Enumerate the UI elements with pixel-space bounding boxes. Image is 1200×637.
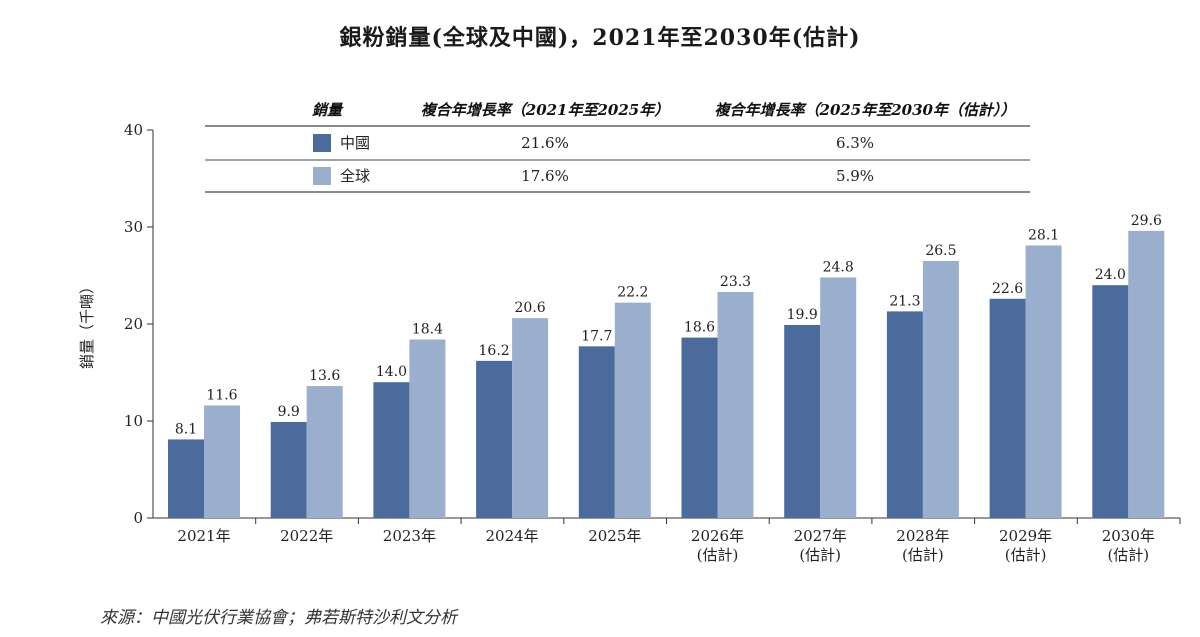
legend-label: 中國 — [340, 134, 370, 152]
y-axis-label: 銷量（千噸） — [78, 279, 96, 369]
x-tick-label: 2025年 — [588, 527, 641, 545]
bar-value-label: 20.6 — [515, 300, 546, 316]
legend-swatch-global — [313, 167, 331, 185]
source-note: 來源：中國光伏行業協會；弗若斯特沙利文分析 — [100, 608, 457, 628]
legend-label: 全球 — [340, 167, 370, 185]
bar-global — [306, 386, 343, 518]
bar-global — [409, 339, 446, 518]
bar-value-label: 13.6 — [309, 368, 340, 384]
bar-global — [922, 260, 959, 518]
cagr-2021-2025: 17.6% — [521, 167, 569, 185]
bar-value-label: 22.2 — [617, 285, 648, 301]
bar-chart: 0 10 20 30 40 銷量（千噸） 8.1 11.6 2021年 9.9 13.6 2022年 1… — [78, 101, 1181, 564]
x-tick-label: (估計) — [1107, 546, 1149, 564]
x-tick-label: 2021年 — [177, 527, 230, 545]
bar-china — [989, 298, 1026, 518]
bar-global — [1025, 245, 1062, 518]
bar-value-label: 24.0 — [1095, 267, 1126, 283]
bar-value-label: 28.1 — [1028, 227, 1059, 243]
bar-value-label: 18.4 — [412, 322, 443, 338]
bar-global — [717, 291, 754, 518]
bar-china — [578, 346, 615, 518]
bar-value-label: 26.5 — [925, 243, 956, 259]
bar-global — [204, 405, 240, 518]
bar-value-label: 18.6 — [684, 320, 715, 336]
bar-value-label: 22.6 — [992, 281, 1023, 297]
x-tick-label: 2022年 — [280, 527, 333, 545]
bar-value-label: 11.6 — [206, 387, 237, 403]
cagr-2025-2030: 5.9% — [836, 167, 874, 185]
bar-china — [373, 382, 410, 518]
bar-value-label: 17.7 — [581, 328, 612, 344]
bar-value-label: 19.9 — [787, 307, 818, 323]
x-tick-label: 2023年 — [383, 527, 436, 545]
y-tick-label: 10 — [124, 412, 143, 430]
x-tick-label: 2028年 — [896, 527, 949, 545]
bar-global — [1128, 230, 1165, 518]
bar-value-label: 21.3 — [889, 293, 920, 309]
bar-value-label: 9.9 — [278, 404, 300, 420]
x-tick-label: 2027年 — [794, 527, 847, 545]
bar-value-label: 16.2 — [479, 343, 510, 359]
legend-swatch-china — [313, 134, 331, 152]
bar-global — [614, 302, 651, 518]
table-header-cagr-2025-2030: 複合年增長率（2025年至2030年（估計）） — [715, 101, 1016, 119]
x-tick-label: 2029年 — [999, 527, 1052, 545]
x-tick-label: 2030年 — [1102, 527, 1155, 545]
bar-china — [681, 337, 718, 518]
x-tick-label: (估計) — [799, 546, 841, 564]
bar-value-label: 23.3 — [720, 274, 751, 290]
y-tick-label: 20 — [124, 315, 143, 333]
x-tick-label: 2024年 — [486, 527, 539, 545]
bar-china — [784, 324, 821, 518]
bar-china — [886, 311, 923, 518]
x-tick-label: (估計) — [902, 546, 944, 564]
cagr-2025-2030: 6.3% — [836, 134, 874, 152]
x-tick-label: 2026年 — [691, 527, 744, 545]
bar-value-label: 29.6 — [1131, 213, 1162, 229]
cagr-2021-2025: 21.6% — [521, 134, 569, 152]
bar-value-label: 14.0 — [376, 364, 407, 380]
table-header-sales: 銷量 — [312, 101, 344, 119]
bar-china — [270, 421, 307, 518]
bar-value-label: 8.1 — [175, 421, 197, 437]
bar-global — [512, 318, 549, 518]
bar-china — [476, 360, 513, 518]
bar-global — [820, 277, 857, 518]
chart-title: 銀粉銷量(全球及中國)，2021年至2030年(估計) — [339, 25, 861, 51]
bar-china — [168, 439, 204, 518]
y-tick-label: 0 — [133, 509, 143, 527]
bar-value-label: 24.8 — [823, 259, 854, 275]
bar-china — [1092, 285, 1129, 518]
y-tick-label: 30 — [124, 218, 143, 236]
x-tick-label: (估計) — [1005, 546, 1047, 564]
y-tick-label: 40 — [124, 121, 143, 139]
x-tick-label: (估計) — [697, 546, 739, 564]
table-header-cagr-2021-2025: 複合年增長率（2021年至2025年） — [421, 101, 670, 119]
